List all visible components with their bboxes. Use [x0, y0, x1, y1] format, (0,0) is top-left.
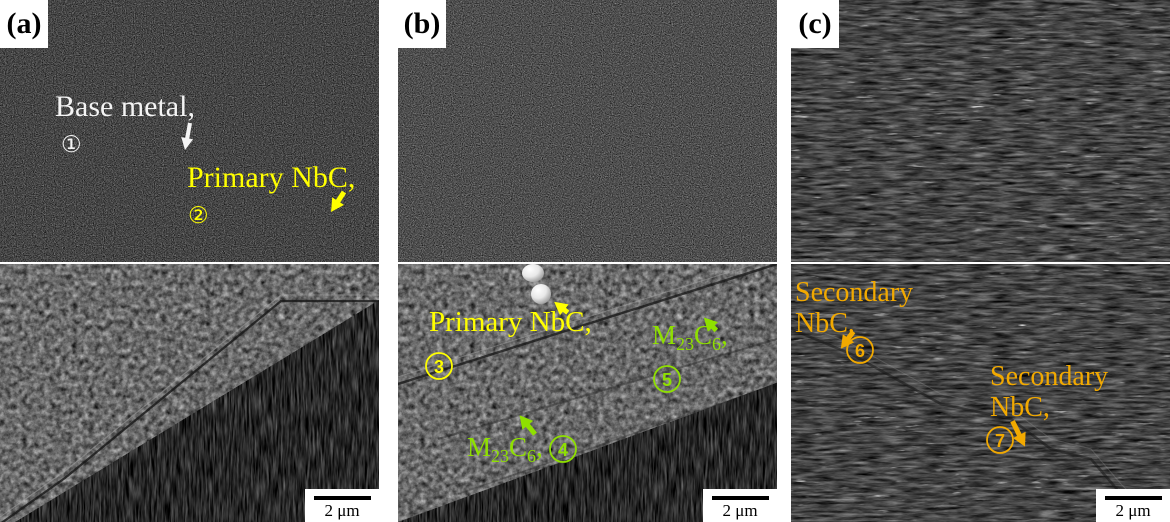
svg-text:M23C6,: M23C6,: [652, 320, 728, 354]
svg-text:5: 5: [662, 370, 672, 390]
